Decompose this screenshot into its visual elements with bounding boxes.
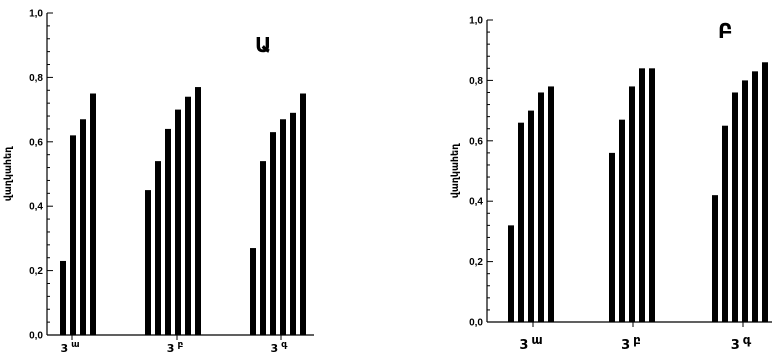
bar bbox=[508, 225, 514, 322]
bar bbox=[742, 80, 748, 323]
bar bbox=[732, 92, 738, 322]
bar bbox=[649, 68, 655, 322]
bar bbox=[270, 132, 276, 335]
bar bbox=[619, 119, 625, 322]
chart-panel-2: 0,0 0,2 0,4 0,6 0,8 1,0 վաղկահեղ 3 ա 3 բ 3 գ Բ bbox=[450, 16, 772, 353]
y-tick-label: 0,2 bbox=[469, 257, 483, 268]
bar bbox=[195, 87, 201, 335]
bar bbox=[722, 125, 728, 322]
bar bbox=[60, 260, 66, 335]
panel-label: Ա bbox=[255, 33, 271, 57]
bar bbox=[90, 93, 96, 335]
bar bbox=[290, 112, 296, 335]
bar bbox=[155, 161, 161, 335]
y-tick-label: 1,0 bbox=[29, 9, 43, 20]
bar bbox=[250, 248, 256, 335]
bar bbox=[712, 195, 718, 322]
panel-label: Բ bbox=[718, 19, 733, 43]
bar bbox=[175, 109, 181, 335]
y-tick-label: 0,0 bbox=[469, 318, 483, 329]
y-tick-label: 0,8 bbox=[29, 73, 43, 84]
bar bbox=[538, 92, 544, 322]
y-tick-label: 0,6 bbox=[29, 137, 43, 148]
y-axis-label: վաղկահեղ bbox=[450, 143, 461, 198]
y-tick-label: 0,4 bbox=[469, 197, 483, 208]
y-tick-label: 0,2 bbox=[29, 266, 43, 277]
bar bbox=[609, 152, 615, 322]
bar bbox=[185, 96, 191, 335]
y-tick-label: 1,0 bbox=[469, 16, 483, 27]
bar bbox=[639, 68, 645, 322]
bar bbox=[629, 86, 635, 322]
bar bbox=[518, 122, 524, 323]
bar bbox=[300, 93, 306, 335]
bar bbox=[80, 119, 86, 335]
y-tick-label: 0,6 bbox=[469, 136, 483, 147]
bar bbox=[528, 110, 534, 322]
bar bbox=[70, 135, 76, 335]
bar bbox=[260, 161, 266, 335]
y-axis-label: վաղկահեղ bbox=[3, 146, 14, 201]
bar bbox=[548, 86, 554, 322]
chart-panel-1: 0,0 0,2 0,4 0,6 0,8 1,0 վաղկահեղ 3 ա 3 բ 3 գ Ա bbox=[3, 9, 314, 355]
bar bbox=[280, 119, 286, 335]
y-tick-label: 0,8 bbox=[469, 76, 483, 87]
bar bbox=[762, 62, 768, 322]
bar bbox=[145, 190, 151, 335]
bar bbox=[752, 71, 758, 322]
y-tick-label: 0,0 bbox=[29, 331, 43, 342]
bar bbox=[165, 128, 171, 335]
y-tick-label: 0,4 bbox=[29, 202, 43, 213]
